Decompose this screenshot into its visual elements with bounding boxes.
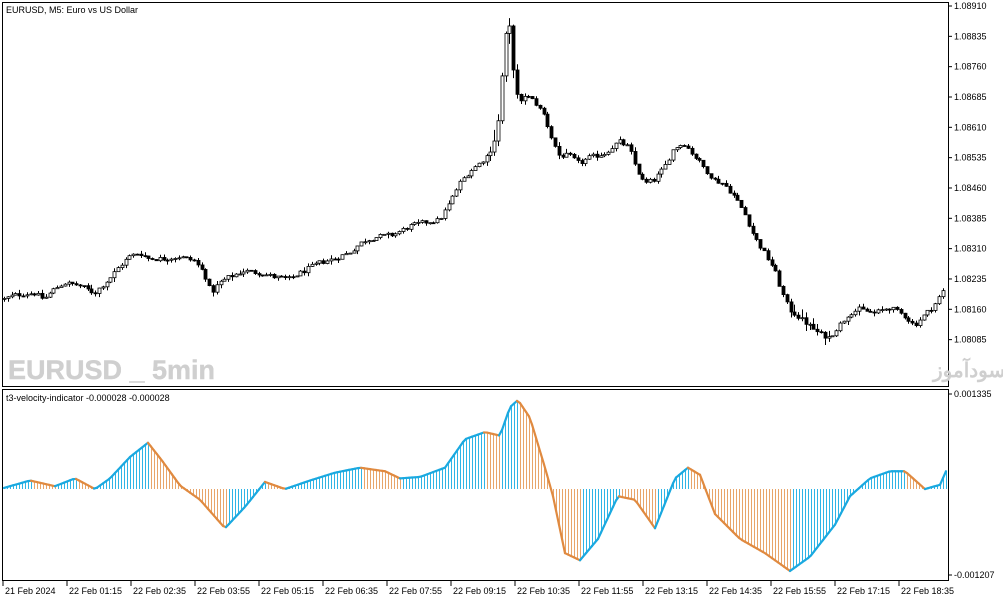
time-tick-label: 22 Feb 10:35: [517, 586, 570, 596]
time-tick-label: 22 Feb 14:35: [709, 586, 762, 596]
indicator-top-label: 0.001335: [954, 389, 992, 399]
candle: [501, 73, 504, 124]
candle: [478, 163, 481, 168]
time-tick-label: 22 Feb 09:15: [453, 586, 506, 596]
price-tick-label: 1.08160: [954, 304, 987, 314]
candle: [672, 149, 675, 161]
indicator-axis: 0.001335 -0.001207: [948, 389, 995, 580]
candle: [763, 248, 766, 251]
price-tick-label: 1.08385: [954, 213, 987, 223]
candle: [638, 164, 641, 175]
candle: [767, 249, 770, 261]
candle: [273, 273, 276, 279]
time-tick-label: 21 Feb 2024: [5, 586, 56, 596]
candle: [440, 218, 443, 220]
indicator-title: t3-velocity-indicator -0.000028 -0.00002…: [6, 393, 170, 403]
candle: [706, 166, 709, 175]
price-tick-label: 1.08685: [954, 92, 987, 102]
price-tick-label: 1.08085: [954, 335, 987, 345]
time-tick-label: 22 Feb 17:15: [837, 586, 890, 596]
time-tick-label: 22 Feb 13:15: [645, 586, 698, 596]
time-tick-label: 22 Feb 06:35: [325, 586, 378, 596]
candle: [375, 237, 378, 240]
candle: [296, 276, 299, 277]
time-tick-label: 22 Feb 02:35: [133, 586, 186, 596]
candle: [550, 125, 553, 139]
candle: [451, 195, 454, 204]
candle: [740, 200, 743, 207]
candle: [831, 335, 834, 337]
time-tick-label: 22 Feb 07:55: [389, 586, 442, 596]
candle: [383, 234, 386, 235]
candle: [360, 242, 363, 246]
time-axis: 21 Feb 2024 22 Feb 01:15 22 Feb 02:35 22 Fe…: [3, 581, 954, 596]
candle: [622, 139, 625, 146]
price-tick-label: 1.08460: [954, 183, 987, 193]
price-tick-label: 1.08310: [954, 244, 987, 254]
candle: [444, 208, 447, 221]
candle: [554, 138, 557, 148]
price-tick-label: 1.08835: [954, 31, 987, 41]
candle: [155, 259, 158, 261]
main-chart-title: EURUSD, M5: Euro vs US Dollar: [6, 5, 138, 15]
candle: [185, 257, 188, 259]
candle: [109, 278, 112, 283]
candle: [250, 270, 253, 271]
price-tick-label: 1.08535: [954, 153, 987, 163]
candle: [835, 329, 838, 337]
price-tick-label: 1.08235: [954, 274, 987, 284]
indicator-bottom-label: -0.001207: [954, 570, 995, 580]
candle: [543, 107, 546, 115]
candle: [349, 253, 352, 254]
time-tick-label: 22 Feb 05:15: [261, 586, 314, 596]
candle: [299, 270, 302, 276]
time-tick-label: 22 Feb 15:55: [773, 586, 826, 596]
time-tick-label: 22 Feb 01:15: [69, 586, 122, 596]
candle: [52, 288, 55, 294]
price-tick-label: 1.08610: [954, 122, 987, 132]
candle: [455, 188, 458, 197]
watermark-left: EURUSD _ 5min: [8, 355, 215, 385]
candle: [128, 255, 131, 260]
candle: [341, 254, 344, 259]
candle: [778, 269, 781, 286]
candle: [49, 292, 52, 298]
candle: [744, 206, 747, 215]
candle: [546, 112, 549, 129]
candle: [839, 321, 842, 332]
watermark-right: انتشار در سایت سودآموز: [931, 357, 1003, 383]
candle: [938, 295, 941, 305]
time-tick-label: 22 Feb 03:55: [197, 586, 250, 596]
candle: [748, 215, 751, 228]
price-axis: 1.08910 1.08835 1.08760 1.08685 1.08610 1.085…: [948, 1, 987, 345]
time-tick-label: 22 Feb 18:35: [901, 586, 954, 596]
time-tick-label: 22 Feb 11:55: [581, 586, 633, 596]
candle: [531, 96, 534, 99]
candle: [235, 273, 238, 277]
candle: [208, 278, 211, 286]
candle: [512, 25, 515, 79]
price-tick-label: 1.08910: [954, 1, 987, 11]
price-tick-label: 1.08760: [954, 62, 987, 72]
candle: [505, 32, 508, 82]
candle: [923, 315, 926, 321]
